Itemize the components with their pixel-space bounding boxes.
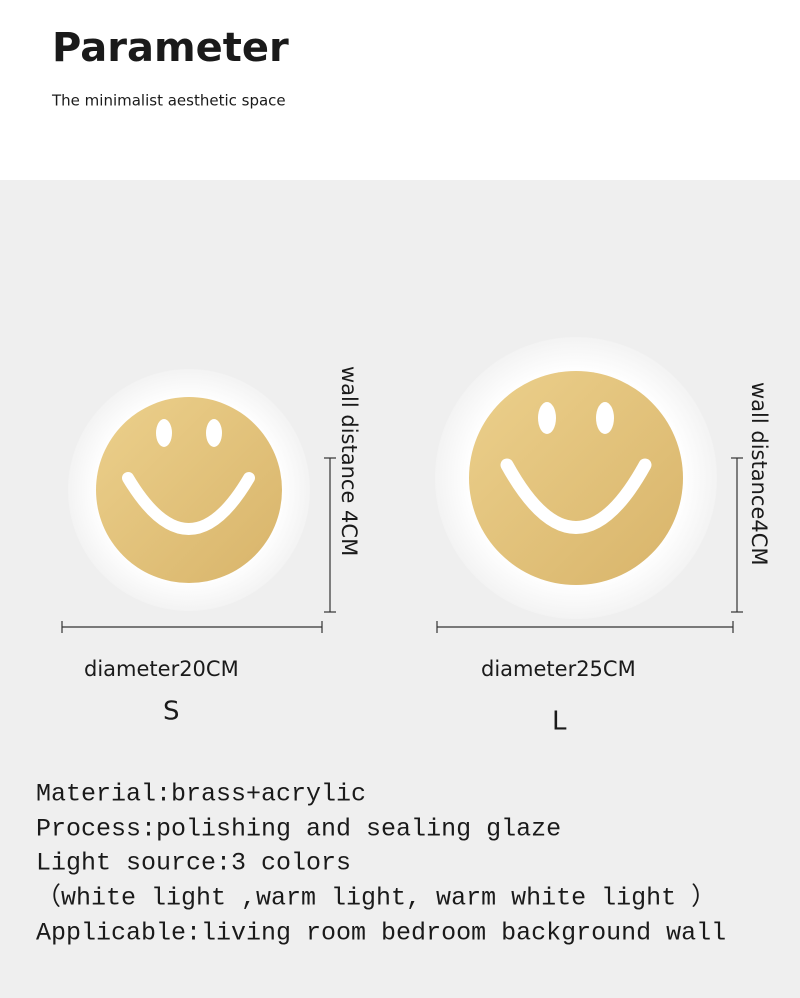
wall-distance: wall distance4CM (747, 382, 771, 566)
title: Parameter (52, 25, 289, 71)
spec-line: Process:polishing and sealing glaze (36, 815, 561, 844)
spec-line: Light source:3 colors (36, 849, 351, 878)
spec-line: （white light ,warm light, warm white lig… (36, 883, 716, 913)
size: L (552, 707, 567, 737)
wall-distance: wall distance 4CM (337, 366, 361, 556)
lamp-large (435, 337, 717, 619)
dimension-lines (61, 457, 336, 633)
spec-line: Applicable:living room bedroom backgroun… (36, 919, 726, 948)
spec-line: Material:brass+acrylic (36, 780, 366, 809)
diameter: diameter20CM (84, 657, 239, 681)
dimension-lines (436, 457, 743, 633)
size: S (163, 697, 180, 727)
diameter: diameter25CM (481, 657, 636, 681)
lamp-small (68, 369, 310, 611)
subtitle: The minimalist aesthetic space (51, 92, 286, 110)
